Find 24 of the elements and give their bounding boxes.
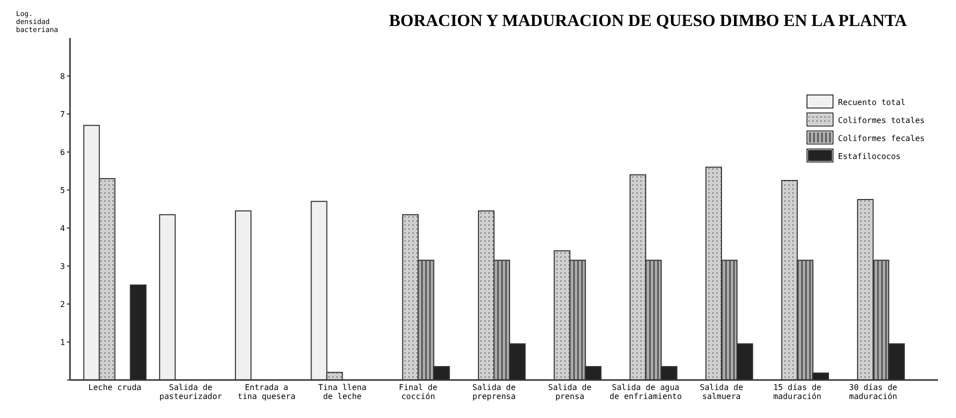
legend-label: Coliformes totales [838,116,925,125]
y-tick-label: 8 [60,72,66,81]
y-tick-label: 7 [60,110,66,119]
legend-label: Recuento total [838,98,906,107]
y-tick-label: 6 [60,148,66,157]
legend-label: Estafilococos [838,152,901,161]
x-tick-label: Salida de salmuera [700,383,744,401]
x-tick-label: Entrada a tina quesera [238,383,296,401]
y-tick-label: 5 [60,186,66,195]
x-tick-label: Leche cruda [88,383,142,392]
y-tick-label: 4 [60,224,66,233]
y-tick-label: 1 [60,338,66,347]
y-tick-label: 3 [60,262,66,271]
x-tick-label: Final de cocción [398,383,438,401]
x-tick-label: Salida de agua de enfriamiento [610,383,682,401]
x-tick-label: 30 días de maduración [849,383,898,401]
y-tick-label: 2 [60,300,66,309]
x-tick-label: Tina llena de leche [318,383,367,401]
x-tick-label: 15 días de maduración [773,383,822,401]
legend-label: Coliformes fecales [838,134,925,143]
chart-title: BORACION Y MADURACION DE QUESO DIMBO EN LA PLANTA [389,11,908,30]
x-tick-label: Salida de pasteurizador [159,383,222,401]
x-tick-label: Salida de prensa [548,383,592,401]
x-tick-label: Salida de preprensa [472,383,516,401]
